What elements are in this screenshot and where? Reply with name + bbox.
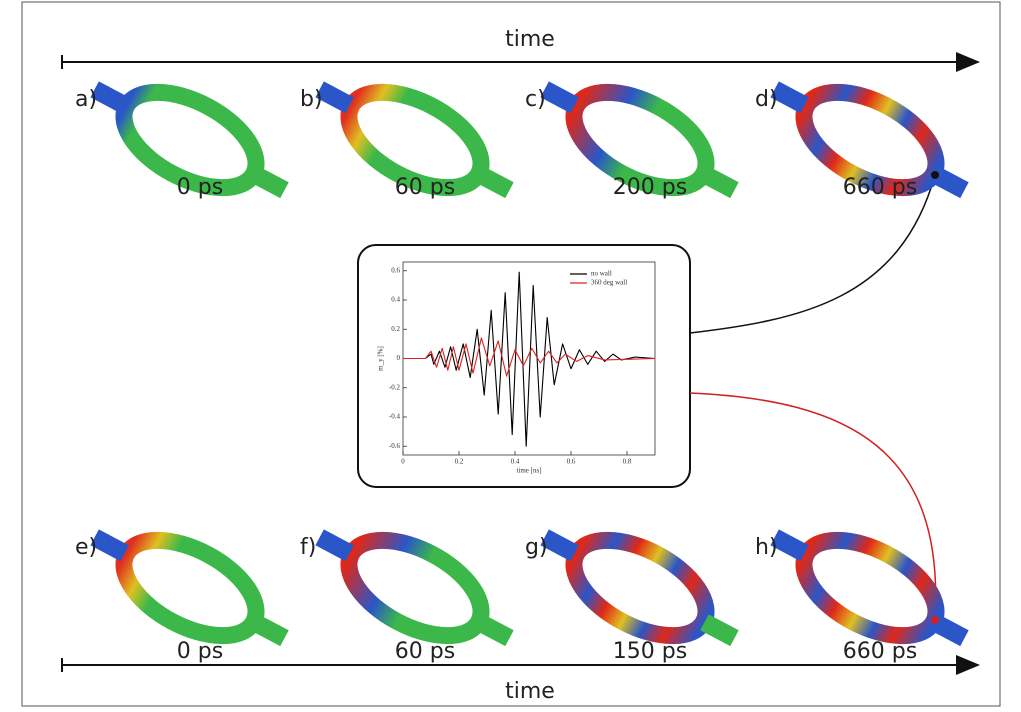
panel-time: 660 ps <box>843 639 917 664</box>
tab <box>250 614 289 647</box>
y-tick-label: 0.2 <box>391 325 400 333</box>
y-tick-label: -0.4 <box>389 413 401 421</box>
y-tick-label: -0.2 <box>389 383 401 391</box>
tab <box>315 529 354 562</box>
panel-time: 60 ps <box>395 175 455 200</box>
frame <box>21 1 1001 707</box>
panel-label: g) <box>525 535 548 560</box>
panel-label: e) <box>75 535 97 560</box>
panel-time: 0 ps <box>177 639 223 664</box>
ring <box>565 83 715 197</box>
panel-time: 0 ps <box>177 175 223 200</box>
tab <box>475 166 514 199</box>
tab <box>930 614 969 647</box>
panel-label: a) <box>75 87 97 112</box>
tab <box>540 81 579 114</box>
x-tick-label: 0.6 <box>567 458 576 466</box>
tab <box>90 529 129 562</box>
legend-label: no wall <box>591 270 612 278</box>
panel-label: f) <box>300 535 316 560</box>
y-tick-label: 0 <box>397 354 401 362</box>
y-axis-label: m_y [%] <box>377 346 385 371</box>
ring-snapshot <box>540 81 739 199</box>
tab <box>315 81 354 114</box>
tab <box>540 529 579 562</box>
panel-label: d) <box>755 87 778 112</box>
x-tick-label: 0.4 <box>511 458 520 466</box>
ring <box>340 531 490 645</box>
ring <box>795 531 945 645</box>
panel-label: c) <box>525 87 546 112</box>
connector <box>689 174 936 334</box>
x-tick-label: 0 <box>401 458 405 466</box>
inset-chart: 0 0.2 0.4 0.6 0.8 -0.6 -0.4 -0.2 0 0.2 0.4 0.6 time … <box>377 261 656 475</box>
panel-time: 200 ps <box>613 175 687 200</box>
ring <box>565 531 715 645</box>
top-axis-label: time <box>505 27 555 52</box>
probe-dot <box>931 171 939 179</box>
panels: a) 0 ps b) 60 ps c) 200 ps d) 660 ps e) 0 ps f) 60 … <box>75 81 969 664</box>
probe-dot <box>931 616 939 624</box>
y-tick-label: 0.4 <box>391 296 400 304</box>
connector <box>689 392 937 621</box>
series-line <box>403 337 656 377</box>
ring-snapshot <box>90 81 289 199</box>
panel-time: 60 ps <box>395 639 455 664</box>
x-tick-label: 0.2 <box>455 458 464 466</box>
x-tick-label: 0.8 <box>623 458 632 466</box>
x-axis-label: time [ns] <box>516 467 541 475</box>
panel-time: 150 ps <box>613 639 687 664</box>
y-tick-label: 0.6 <box>391 266 400 274</box>
tab <box>475 614 514 647</box>
tab <box>250 166 289 199</box>
ring-snapshot <box>540 529 739 647</box>
tab <box>930 166 969 199</box>
y-tick-label: -0.6 <box>389 442 401 450</box>
panel-time: 660 ps <box>843 175 917 200</box>
tab <box>700 614 739 647</box>
ring <box>115 83 265 197</box>
panel-label: h) <box>755 535 778 560</box>
tab <box>770 529 809 562</box>
tab <box>700 166 739 199</box>
tab <box>770 81 809 114</box>
inset-box <box>357 244 691 488</box>
bottom-axis-label: time <box>505 679 555 704</box>
ring <box>115 531 265 645</box>
legend-label: 360 deg wall <box>591 279 627 287</box>
ring-snapshot <box>90 529 289 647</box>
tab <box>90 81 129 114</box>
ring-snapshot <box>315 529 514 647</box>
panel-label: b) <box>300 87 323 112</box>
